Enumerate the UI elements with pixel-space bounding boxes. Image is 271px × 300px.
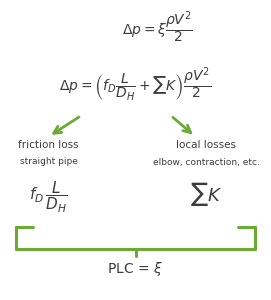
Text: $\sum K$: $\sum K$ (190, 180, 222, 208)
Text: $\Delta p = \xi\dfrac{\rho V^2}{2}$: $\Delta p = \xi\dfrac{\rho V^2}{2}$ (122, 9, 193, 45)
Text: straight pipe: straight pipe (20, 158, 78, 166)
Text: elbow, contraction, etc.: elbow, contraction, etc. (153, 158, 259, 166)
Text: PLC = $\xi$: PLC = $\xi$ (108, 260, 163, 278)
Text: local losses: local losses (176, 140, 236, 149)
Text: $\Delta p = \left(f_D\dfrac{L}{D_H} + {\sum} K\right)\dfrac{\rho V^2}{2}$: $\Delta p = \left(f_D\dfrac{L}{D_H} + {\… (59, 66, 212, 104)
Text: $f_D\,\dfrac{L}{D_H}$: $f_D\,\dfrac{L}{D_H}$ (30, 180, 68, 215)
Text: friction loss: friction loss (18, 140, 79, 149)
